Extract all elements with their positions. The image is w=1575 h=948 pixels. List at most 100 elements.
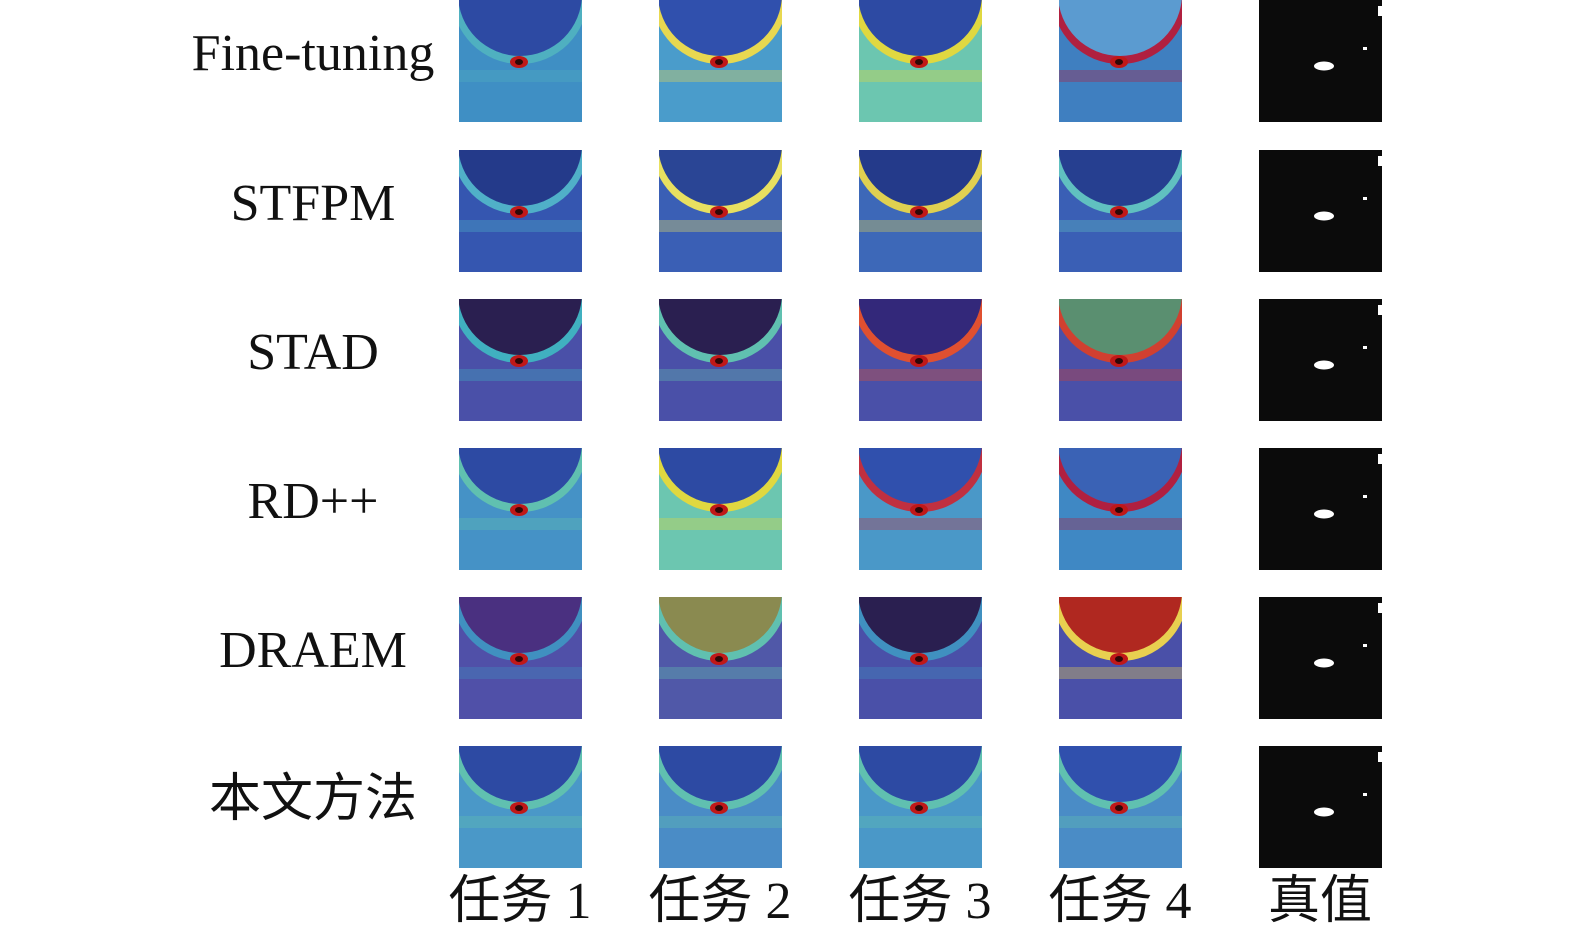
heat-band [1059, 518, 1182, 530]
row-label: Fine-tuning [192, 25, 435, 82]
cell-content [859, 150, 982, 272]
heat-band [1059, 369, 1182, 381]
heatmap-cell [859, 150, 982, 272]
mask-dot [1363, 644, 1367, 647]
hotspot-core [515, 358, 523, 364]
heat-band [659, 369, 782, 381]
heatmap-cell [1059, 150, 1182, 272]
column-label: 任务 2 [648, 873, 791, 930]
heat-disc [1059, 299, 1182, 355]
heatmap-cell [659, 150, 782, 272]
heatmap-cell [1259, 746, 1382, 868]
heat-band [659, 667, 782, 679]
cell-content [1259, 150, 1382, 272]
hotspot-core [915, 507, 923, 513]
hotspot-core [715, 358, 723, 364]
heatmap-cell [459, 597, 582, 719]
hotspot-core [1115, 656, 1123, 662]
hotspot-core [715, 805, 723, 811]
heat-disc [659, 448, 782, 504]
heat-disc [659, 299, 782, 355]
row-label: 本文方法 [209, 771, 417, 828]
hotspot-core [515, 656, 523, 662]
heat-band [459, 70, 582, 82]
heat-band [459, 667, 582, 679]
cell-content [1059, 746, 1182, 868]
cell-content [1259, 597, 1382, 719]
cell-content [659, 597, 782, 719]
heat-band [859, 816, 982, 828]
heat-band [1059, 220, 1182, 232]
cell-content [659, 150, 782, 272]
heatmap-cell [1059, 0, 1182, 122]
cell-content [1059, 299, 1182, 421]
heatmap-cell [459, 150, 582, 272]
heat-disc [459, 150, 582, 206]
hotspot-core [1115, 59, 1123, 65]
heatmap-cell [1259, 448, 1382, 570]
mask-blob [1314, 360, 1334, 370]
heat-band [659, 518, 782, 530]
hotspot-core [515, 209, 523, 215]
mask-bg [1259, 150, 1382, 272]
mask-bg [1259, 448, 1382, 570]
cell-content [459, 746, 582, 868]
hotspot-core [915, 805, 923, 811]
cell-content [459, 597, 582, 719]
mask-dot [1363, 793, 1367, 796]
heatmap-cell [859, 597, 982, 719]
cell-content [1259, 448, 1382, 570]
heat-disc [859, 746, 982, 802]
heatmap-cell [1059, 299, 1182, 421]
cell-content [1059, 150, 1182, 272]
hotspot-core [515, 507, 523, 513]
cell-content [1059, 448, 1182, 570]
heatmap-cell [1059, 597, 1182, 719]
heat-disc [859, 299, 982, 355]
heatmap-cell [859, 0, 982, 122]
mask-dot [1363, 495, 1367, 498]
heat-band [859, 369, 982, 381]
heat-band [659, 70, 782, 82]
heat-band [859, 667, 982, 679]
heatmap-cell [459, 448, 582, 570]
heatmap-cell [859, 448, 982, 570]
cell-content [659, 746, 782, 868]
row-label: RD++ [248, 473, 379, 530]
mask-edge [1378, 454, 1382, 464]
cell-content [859, 448, 982, 570]
heat-band [859, 70, 982, 82]
heat-disc [1059, 448, 1182, 504]
heat-band [459, 220, 582, 232]
heat-band [659, 220, 782, 232]
hotspot-core [915, 59, 923, 65]
heat-disc [859, 448, 982, 504]
hotspot-core [1115, 805, 1123, 811]
row-label: DRAEM [219, 622, 407, 679]
heatmap-cell [1259, 0, 1382, 122]
cell-content [1259, 299, 1382, 421]
heat-disc [659, 597, 782, 653]
heatmap-cell [659, 597, 782, 719]
heat-disc [459, 299, 582, 355]
heatmap-cell [459, 299, 582, 421]
mask-edge [1378, 603, 1382, 613]
heat-band [459, 518, 582, 530]
heat-disc [459, 746, 582, 802]
heat-disc [459, 597, 582, 653]
mask-blob [1314, 658, 1334, 668]
hotspot-core [915, 656, 923, 662]
heat-disc [1059, 0, 1182, 56]
heat-disc [1059, 597, 1182, 653]
heatmap-cell [859, 299, 982, 421]
heat-disc [659, 746, 782, 802]
hotspot-core [715, 209, 723, 215]
mask-dot [1363, 346, 1367, 349]
cell-content [1259, 746, 1382, 868]
heat-band [1059, 667, 1182, 679]
heat-band [1059, 70, 1182, 82]
row-label: STAD [247, 324, 379, 381]
hotspot-core [715, 656, 723, 662]
cell-content [1059, 0, 1182, 122]
